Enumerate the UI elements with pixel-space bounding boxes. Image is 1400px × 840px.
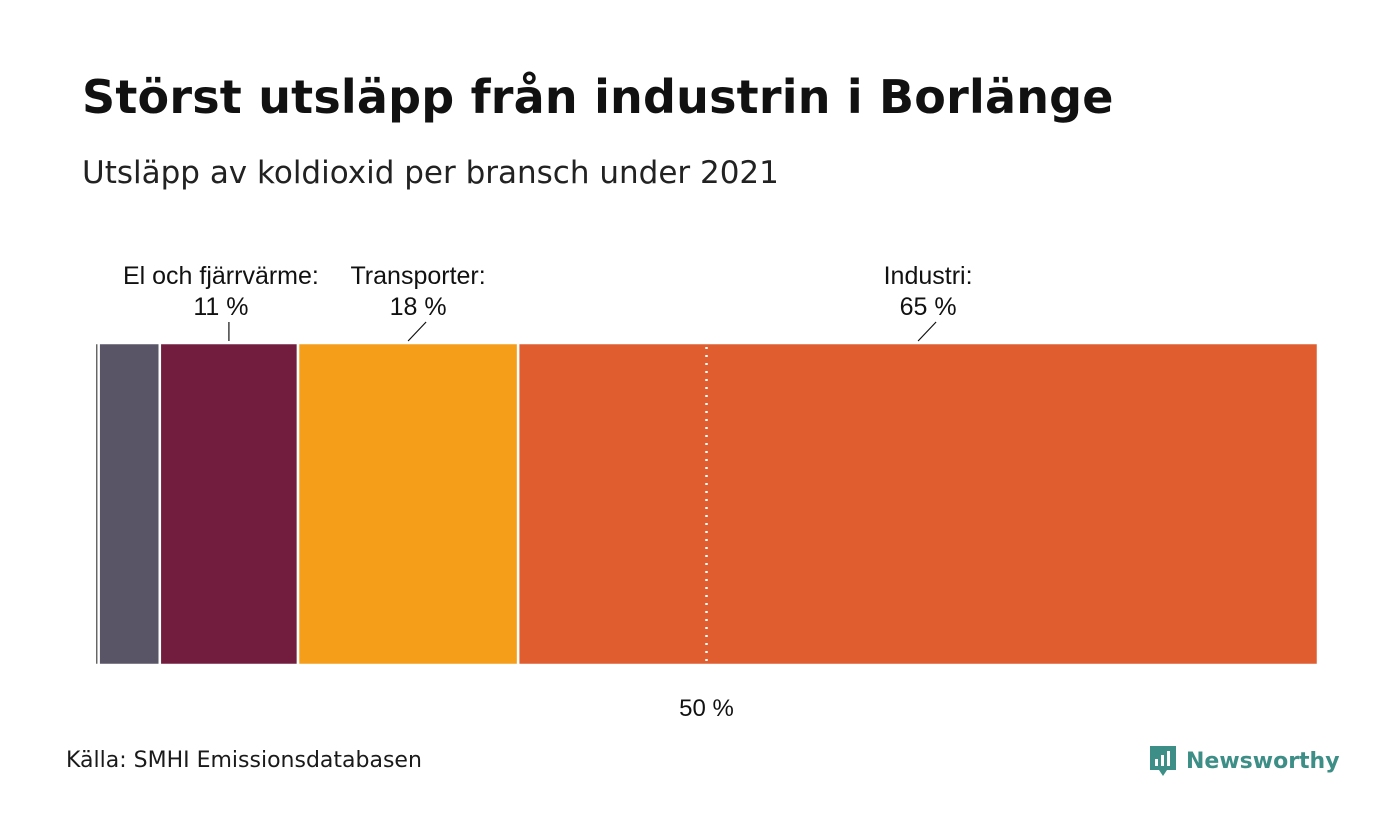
- bar-segment-industri: [516, 341, 1320, 667]
- bar-segment-el-och-fjärrvärme: [158, 341, 300, 667]
- segment-label-transporter: Transporter:: [350, 262, 485, 290]
- chart-title: Störst utsläpp från industrin i Borlänge: [82, 70, 1114, 124]
- segment-label-industri: Industri:: [884, 262, 973, 290]
- reference-line-label: 50 %: [679, 695, 734, 722]
- source-note: Källa: SMHI Emissionsdatabasen: [66, 748, 422, 773]
- leader-line-industri: [917, 321, 937, 342]
- logo-text: Newsworthy: [1186, 748, 1340, 774]
- newsworthy-chart-icon: [1150, 746, 1176, 776]
- bar-segment-transporter: [296, 341, 520, 667]
- bar-segment-segment-1: [97, 341, 162, 667]
- segment-label-el-och-fjärrvärme: El och fjärrvärme:: [123, 262, 319, 290]
- segment-value-label-el-och-fjärrvärme: 11 %: [193, 293, 248, 321]
- leader-line-transporter: [407, 321, 427, 342]
- segment-value-label-industri: 65 %: [900, 293, 957, 321]
- chart-subtitle: Utsläpp av koldioxid per bransch under 2…: [82, 155, 779, 191]
- newsworthy-logo: Newsworthy: [1148, 744, 1340, 778]
- segment-value-label-transporter: 18 %: [390, 293, 447, 321]
